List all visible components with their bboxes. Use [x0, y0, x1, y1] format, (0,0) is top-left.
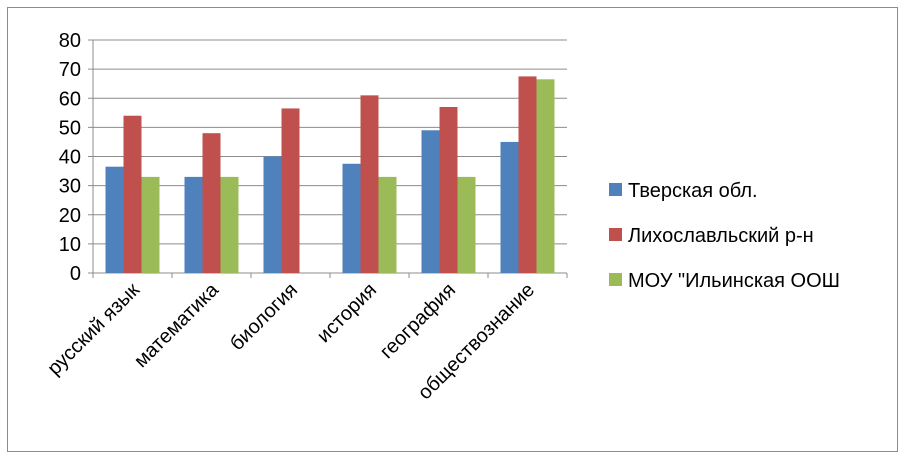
- y-tick-label: 30: [59, 176, 81, 198]
- bar: [105, 166, 124, 273]
- legend-label: Тверская обл.: [628, 180, 758, 202]
- bar: [123, 115, 142, 273]
- bar: [421, 130, 440, 273]
- y-tick-label: 60: [59, 88, 81, 110]
- legend-swatch: [609, 273, 622, 286]
- y-tick-label: 0: [70, 263, 81, 285]
- x-category-label: биология: [226, 279, 302, 355]
- legend-label: МОУ "Ильинская ООШ: [628, 270, 840, 292]
- bar: [457, 176, 476, 273]
- bar: [518, 76, 537, 273]
- legend-swatch: [609, 228, 622, 241]
- bar: [360, 95, 379, 274]
- x-category-label: география: [376, 279, 460, 363]
- y-tick-label: 10: [59, 234, 81, 256]
- y-tick-label: 40: [59, 147, 81, 169]
- bar: [342, 163, 361, 273]
- bar: [263, 156, 282, 273]
- bar: [141, 176, 160, 273]
- bar: [536, 79, 555, 273]
- x-category-label: русский язык: [43, 279, 144, 380]
- x-category-label: история: [313, 279, 381, 347]
- bar: [281, 108, 300, 273]
- bar: [439, 106, 458, 273]
- y-tick-label: 20: [59, 205, 81, 227]
- y-tick-label: 70: [59, 59, 81, 81]
- bar: [378, 176, 397, 273]
- legend-swatch: [609, 183, 622, 196]
- x-category-label: математика: [130, 278, 224, 372]
- y-tick-label: 80: [59, 30, 81, 52]
- bar: [220, 176, 239, 273]
- y-tick-label: 50: [59, 117, 81, 139]
- bar: [184, 176, 203, 273]
- bar: [500, 141, 519, 273]
- legend-label: Лихославльский р-н: [628, 225, 814, 247]
- bar: [202, 133, 221, 273]
